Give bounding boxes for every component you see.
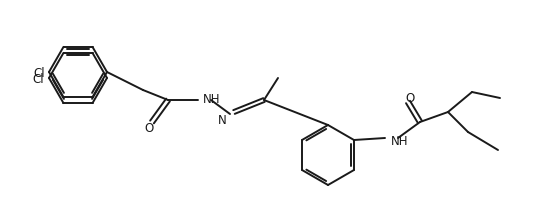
Text: NH: NH [391, 135, 409, 148]
Text: Cl: Cl [32, 73, 44, 86]
Text: O: O [405, 92, 415, 105]
Text: NH: NH [203, 93, 221, 106]
Text: N: N [218, 114, 227, 127]
Text: Cl: Cl [33, 67, 45, 80]
Text: O: O [144, 122, 154, 135]
